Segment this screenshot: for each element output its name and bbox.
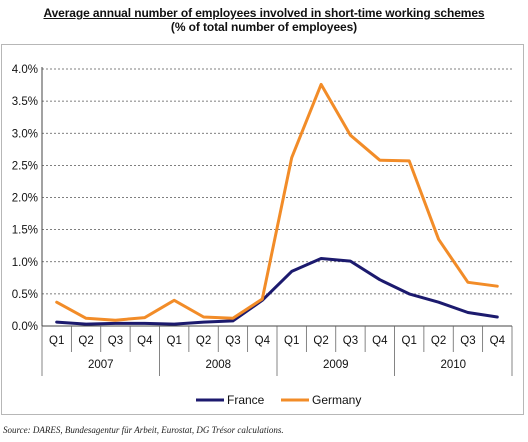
year-label: 2009 — [323, 359, 349, 371]
y-tick-label: 1.5% — [12, 225, 38, 237]
x-tick-label: Q4 — [372, 335, 388, 347]
legend-label-france: France — [227, 393, 265, 407]
y-tick-label: 3.5% — [12, 96, 38, 108]
legend-label-germany: Germany — [312, 393, 361, 407]
x-tick-label: Q4 — [255, 335, 271, 347]
y-tick-label: 4.0% — [12, 64, 38, 76]
chart-frame — [1, 44, 524, 415]
chart-subtitle: (% of total number of employees) — [170, 20, 358, 34]
series-line-germany — [55, 82, 499, 322]
year-label: 2010 — [440, 359, 466, 371]
x-tick-label: Q1 — [167, 335, 182, 347]
x-tick-label: Q3 — [225, 335, 240, 347]
chart-title: Average annual number of employees invol… — [43, 6, 485, 20]
series-line-france — [55, 257, 499, 326]
x-tick-label: Q2 — [78, 335, 93, 347]
y-tick-label: 0.5% — [12, 289, 38, 301]
y-tick-label: 3.0% — [12, 128, 38, 140]
x-tick-label: Q4 — [490, 335, 506, 347]
year-label: 2008 — [205, 359, 231, 371]
year-label: 2007 — [88, 359, 114, 371]
x-tick-label: Q3 — [108, 335, 123, 347]
y-tick-label: 2.0% — [12, 193, 38, 205]
x-tick-label: Q2 — [313, 335, 328, 347]
x-tick-label: Q3 — [343, 335, 358, 347]
x-tick-label: Q3 — [460, 335, 475, 347]
x-tick-label: Q2 — [196, 335, 211, 347]
y-tick-label: 2.5% — [12, 160, 38, 172]
x-tick-label: Q1 — [402, 335, 417, 347]
y-tick-label: 1.0% — [12, 257, 38, 269]
chart-title-block: Average annual number of employees invol… — [0, 6, 528, 34]
x-tick-label: Q1 — [49, 335, 64, 347]
x-tick-label: Q1 — [284, 335, 299, 347]
x-tick-label: Q4 — [137, 335, 153, 347]
y-tick-label: 0.0% — [12, 321, 38, 333]
source-note: Source: DARES, Bundesagentur für Arbeit,… — [3, 425, 284, 435]
x-tick-label: Q2 — [431, 335, 446, 347]
